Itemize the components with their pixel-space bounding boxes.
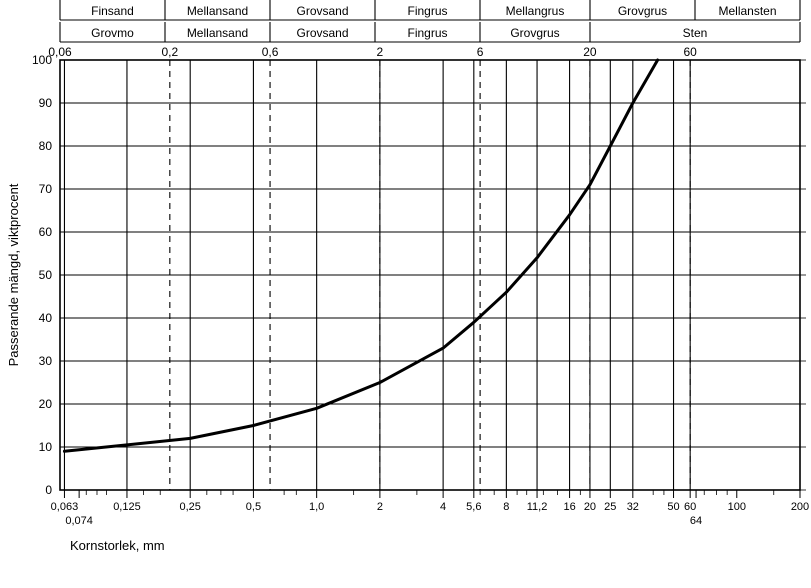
x-top-tick-label: 2 (377, 45, 384, 59)
x-bottom-tick-label: 0,5 (246, 501, 261, 513)
header-cell: Sten (683, 26, 708, 40)
header-cell: Grovsand (296, 26, 348, 40)
chart-container: { "chart": { "type": "line", "width": 81… (0, 0, 811, 588)
x-bottom-tick-label: 32 (627, 501, 639, 513)
x-bottom-tick-label: 4 (440, 501, 446, 513)
x-bottom-tick-label: 0,074 (65, 515, 93, 527)
x-bottom-tick-label: 20 (584, 501, 596, 513)
x-bottom-tick-label: 0,25 (179, 501, 200, 513)
x-axis-label: Kornstorlek, mm (70, 538, 165, 553)
x-top-tick-label: 0,2 (161, 45, 178, 59)
x-top-tick-label: 0,6 (262, 45, 279, 59)
x-bottom-tick-label: 0,125 (113, 501, 141, 513)
y-tick-label: 80 (39, 139, 53, 153)
y-tick-label: 70 (39, 182, 53, 196)
x-bottom-tick-label: 64 (690, 515, 702, 527)
y-tick-label: 90 (39, 96, 53, 110)
x-bottom-tick-label: 100 (728, 501, 746, 513)
x-top-tick-label: 20 (583, 45, 597, 59)
x-bottom-tick-label: 2 (377, 501, 383, 513)
header-cell: Mellansand (187, 26, 248, 40)
y-tick-label: 50 (39, 268, 53, 282)
x-bottom-tick-label: 16 (563, 501, 575, 513)
y-axis-label: Passerande mängd, viktprocent (6, 183, 21, 366)
header-cell: Mellansand (187, 4, 248, 18)
y-tick-label: 0 (45, 483, 52, 497)
x-bottom-tick-label: 50 (667, 501, 679, 513)
header-cell: Mellansten (718, 4, 776, 18)
header-cell: Grovgrus (510, 26, 559, 40)
x-bottom-tick-label: 25 (604, 501, 616, 513)
y-tick-label: 40 (39, 311, 53, 325)
x-bottom-tick-label: 11,2 (527, 501, 548, 513)
x-bottom-tick-label: 8 (503, 501, 509, 513)
x-bottom-tick-label: 1,0 (309, 501, 324, 513)
header-cell: Fingrus (407, 26, 447, 40)
header-cell: Finsand (91, 4, 134, 18)
y-tick-label: 100 (32, 53, 52, 67)
x-top-tick-label: 6 (477, 45, 484, 59)
header-cell: Fingrus (407, 4, 447, 18)
y-tick-label: 20 (39, 397, 53, 411)
x-bottom-tick-label: 60 (684, 501, 696, 513)
y-tick-label: 30 (39, 354, 53, 368)
sieve-curve-chart: Finsand Mellansand Grovsand Fingrus Mellangr… (0, 0, 811, 588)
header-cell: Mellangrus (506, 4, 565, 18)
header-cell: Grovgrus (618, 4, 667, 18)
header-cell: Grovsand (296, 4, 348, 18)
y-tick-label: 60 (39, 225, 53, 239)
x-bottom-tick-label: 5,6 (466, 501, 481, 513)
x-bottom-tick-label: 0,063 (51, 501, 79, 513)
x-top-tick-label: 60 (683, 45, 697, 59)
x-bottom-tick-label: 200 (791, 501, 809, 513)
y-tick-label: 10 (39, 440, 53, 454)
header-cell: Grovmo (91, 26, 134, 40)
